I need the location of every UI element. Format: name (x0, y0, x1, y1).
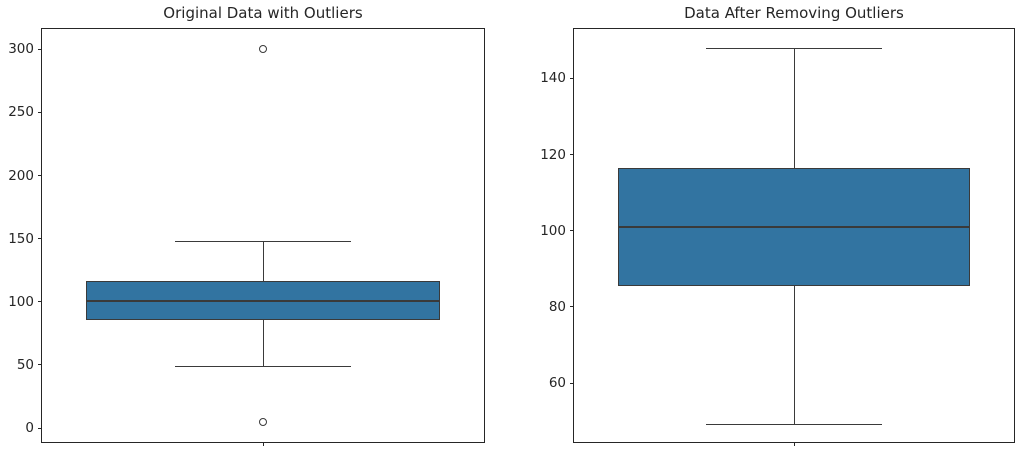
y-tick-label: 200 (8, 167, 34, 184)
y-tick-label: 120 (540, 146, 566, 163)
y-tick-label: 100 (540, 222, 566, 239)
whisker-line (793, 285, 795, 425)
right-chart-title: Data After Removing Outliers (684, 4, 904, 22)
y-tick-label: 80 (548, 298, 566, 315)
y-tick-label: 50 (16, 356, 34, 373)
y-tick-mark (570, 306, 574, 308)
whisker-line (262, 241, 264, 281)
y-tick-mark (570, 382, 574, 384)
outlier-point (259, 417, 267, 426)
y-tick-mark (38, 427, 42, 429)
y-tick-mark (570, 154, 574, 156)
y-tick-mark (38, 175, 42, 176)
right-chart-axes: 60 80 100 120 140 (540, 28, 1015, 446)
y-tick-mark (38, 301, 42, 303)
whisker-cap (174, 365, 352, 367)
whisker-cap (174, 240, 352, 242)
x-tick-mark (262, 442, 264, 446)
whisker-line (793, 48, 795, 168)
y-tick-label: 250 (8, 104, 34, 121)
y-tick-mark (38, 111, 42, 113)
left-chart-title: Original Data with Outliers (163, 4, 363, 22)
y-tick-mark (570, 230, 574, 232)
y-tick-label: 60 (548, 375, 566, 391)
median-line (618, 225, 970, 228)
y-tick-label: 140 (540, 70, 566, 87)
whisker-line (262, 320, 264, 367)
y-tick-label: 150 (8, 230, 34, 247)
whisker-cap (706, 47, 882, 49)
y-tick-label: 100 (8, 293, 34, 310)
y-tick-mark (570, 77, 574, 79)
y-tick-mark (38, 364, 42, 366)
y-tick-label: 0 (25, 420, 34, 437)
y-tick-mark (38, 238, 42, 240)
left-chart-axes: 0 50 100 150 200 250 300 (8, 28, 485, 446)
outlier-point (259, 45, 267, 54)
x-tick-mark (793, 442, 795, 446)
whisker-cap (706, 424, 882, 426)
y-tick-mark (38, 48, 42, 50)
median-line (86, 299, 440, 302)
y-tick-label: 300 (8, 41, 34, 58)
